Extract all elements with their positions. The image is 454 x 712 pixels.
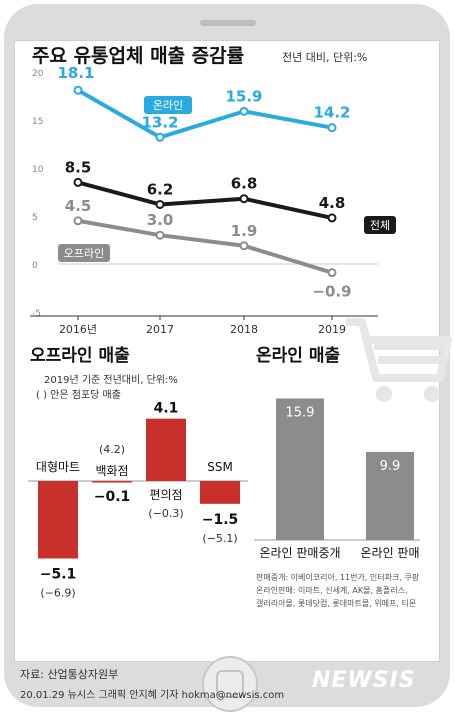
y-tick-label: -5	[32, 309, 41, 319]
home-button-icon	[216, 670, 244, 698]
offline-category-label: 백화점	[95, 464, 128, 478]
x-tick-label: 2016년	[59, 323, 97, 336]
series-point	[155, 199, 165, 209]
online-bars: 15.9 온라인 판매중개 9.9 온라인 판매	[259, 398, 420, 560]
data-label: 15.9	[225, 87, 262, 105]
offline-note-2: ( ) 안은 점포당 매출	[36, 389, 121, 401]
legend-offline-box	[58, 244, 110, 262]
series-point	[327, 213, 337, 223]
line-series-group: 18.1 13.2 15.9 14.2 8.5 6.2 6.8 4.8 4.5 3.0 1.9 −0.…	[57, 64, 351, 300]
offline-value-label: 4.1	[154, 401, 179, 417]
series-point	[73, 177, 83, 187]
series-line-2	[77, 218, 333, 275]
series-point	[155, 230, 165, 240]
data-label: 14.2	[313, 104, 350, 122]
legend-offline-label: 오프라인	[64, 247, 104, 260]
data-label: 6.2	[147, 180, 174, 198]
online-value-label: 9.9	[380, 459, 401, 474]
online-note-3: 갤러리아몰, 롯데닷컴, 롯데마트몰, 위메프, 티몬	[256, 598, 416, 608]
offline-value-label: −5.1	[40, 567, 77, 583]
data-label: −0.9	[312, 283, 351, 301]
offline-bars: 대형마트 −5.1 (−6.9) 백화점 −0.1 (4.2) 편의점 4.1 (−0.3) SS…	[36, 401, 240, 600]
x-axis-ticks: 2016년 2017 2018 2019	[59, 316, 346, 336]
series-point	[239, 241, 249, 251]
online-category-label: 온라인 판매	[360, 546, 419, 560]
data-label: 18.1	[57, 64, 94, 82]
phone-speaker	[200, 20, 256, 26]
offline-bar	[146, 418, 186, 481]
offline-per-store-label: (−5.1)	[202, 532, 237, 545]
legend-online-box	[144, 96, 192, 114]
online-value-label: 15.9	[286, 405, 315, 420]
legend-online-label: 온라인	[153, 99, 183, 112]
series-line-0	[77, 88, 333, 140]
legend-total-box	[364, 216, 396, 234]
y-tick-label: 20	[32, 69, 44, 79]
y-tick-label: 5	[32, 213, 38, 223]
online-bar	[366, 451, 414, 540]
legend-total: 전체	[364, 216, 396, 234]
newsis-watermark: NEWSIS	[312, 668, 416, 693]
series-point	[73, 85, 83, 95]
source-text: 자료: 산업통상자원부	[20, 668, 119, 681]
line-chart-title: 주요 유통업체 매출 증감률	[32, 45, 244, 67]
y-axis-ticks: 20 15 10 5 0 -5	[32, 69, 44, 319]
offline-chart-title: 오프라인 매출	[30, 346, 130, 366]
offline-bar	[38, 481, 78, 559]
offline-bar	[200, 481, 240, 504]
online-note-2: 온라인판매: 이마트, 신세계, AK몰, 홈플러스,	[256, 585, 408, 595]
x-tick-label: 2018	[230, 323, 258, 336]
legend-total-label: 전체	[370, 219, 390, 232]
online-category-label: 온라인 판매중개	[259, 546, 340, 560]
data-label: 4.8	[319, 194, 346, 212]
offline-note-1: 2019년 기준 전년대비, 단위:%	[44, 373, 178, 386]
series-point	[239, 106, 249, 116]
series-point	[327, 268, 337, 278]
series-point	[73, 216, 83, 226]
legend-offline: 오프라인	[58, 244, 110, 262]
data-label: 8.5	[65, 158, 92, 176]
line-chart-subtitle: 전년 대비, 단위:%	[282, 51, 367, 64]
y-tick-label: 10	[32, 165, 44, 175]
online-note-1: 판매중개: 이베이코리아, 11번가, 인터파크, 쿠팡	[256, 572, 420, 582]
data-label: 4.5	[65, 197, 92, 215]
offline-bar	[92, 481, 132, 483]
series-point	[327, 123, 337, 133]
y-tick-label: 0	[32, 261, 38, 271]
y-tick-label: 15	[32, 117, 43, 127]
legend-online: 온라인	[144, 96, 192, 114]
home-button	[202, 656, 258, 712]
offline-value-label: −1.5	[202, 512, 239, 528]
data-label: 6.8	[231, 175, 258, 193]
credit-text: 20.01.29 뉴시스 그래픽 안지혜 기자 hokma@newsis.com	[20, 690, 285, 701]
data-label: 1.9	[231, 222, 258, 240]
series-point	[239, 194, 249, 204]
series-point	[155, 132, 165, 142]
data-label: 13.2	[141, 113, 178, 131]
offline-category-label: SSM	[207, 460, 233, 474]
series-line-1	[77, 180, 333, 220]
offline-category-label: 편의점	[149, 488, 182, 502]
online-chart-title: 온라인 매출	[256, 346, 340, 366]
offline-value-label: −0.1	[94, 489, 131, 505]
offline-per-store-label: (−0.3)	[148, 507, 183, 520]
online-bar	[276, 398, 324, 540]
x-tick-label: 2017	[146, 323, 174, 336]
offline-per-store-label: (4.2)	[99, 443, 125, 456]
shopping-cart-icon	[346, 318, 452, 402]
phone-frame	[4, 4, 450, 712]
data-label: 3.0	[147, 211, 174, 229]
x-tick-label: 2019	[318, 323, 346, 336]
offline-per-store-label: (−6.9)	[40, 587, 75, 600]
offline-category-label: 대형마트	[36, 460, 80, 474]
